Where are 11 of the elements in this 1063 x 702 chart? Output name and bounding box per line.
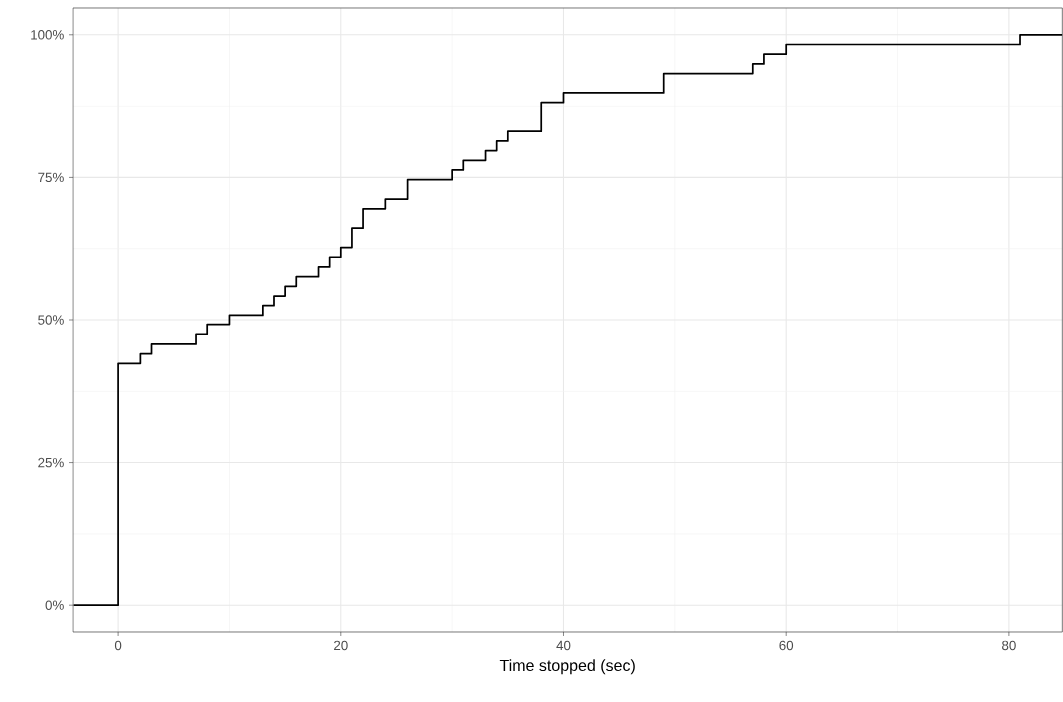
y-tick-label: 75% [38, 172, 64, 183]
y-tick-label: 100% [31, 30, 64, 40]
y-tick-label: 0% [45, 600, 64, 610]
x-tick-label: 40 [556, 640, 571, 651]
y-tick-label: 50% [38, 315, 64, 325]
x-tick-label: 0 [114, 640, 122, 651]
x-axis-title: Time stopped (sec) [499, 659, 635, 675]
x-tick-label: 80 [1002, 640, 1016, 651]
x-tick-label: 60 [779, 640, 794, 651]
x-tick-label: 20 [334, 640, 348, 651]
y-tick-label: 25% [38, 457, 64, 468]
